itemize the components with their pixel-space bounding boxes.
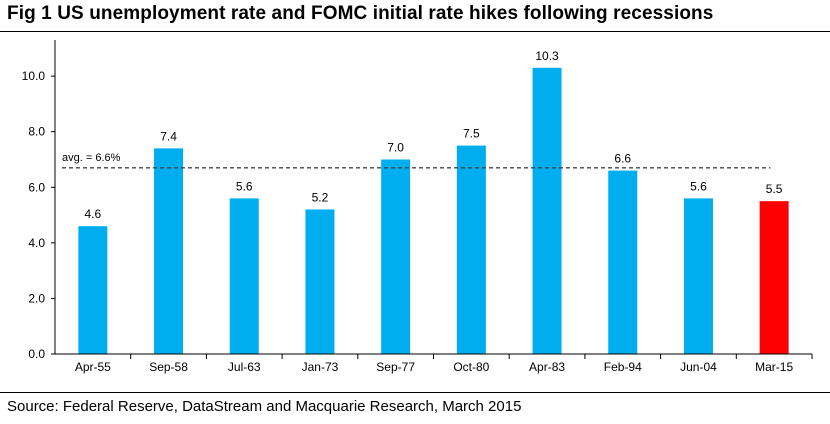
title-rule xyxy=(0,31,830,32)
bars xyxy=(78,67,789,355)
value-label: 5.6 xyxy=(690,179,707,193)
value-label: 7.0 xyxy=(387,140,404,154)
source-note: Source: Federal Reserve, DataStream and … xyxy=(7,398,522,415)
bar-apr-55 xyxy=(78,226,108,354)
x-tick-label: Oct-80 xyxy=(453,360,489,374)
value-label: 10.3 xyxy=(535,49,559,63)
y-tick-label: 0.0 xyxy=(28,347,45,361)
x-tick-label: Feb-94 xyxy=(604,360,642,374)
bar-oct-80 xyxy=(456,145,486,354)
value-label: 7.4 xyxy=(160,129,177,143)
value-label: 5.5 xyxy=(766,182,783,196)
bar-sep-58 xyxy=(154,148,184,354)
bar-jan-73 xyxy=(305,209,335,354)
y-tick-label: 10.0 xyxy=(22,69,46,83)
y-tick-label: 2.0 xyxy=(28,291,45,305)
x-tick-label: Mar-15 xyxy=(755,360,793,374)
y-tick-label: 8.0 xyxy=(28,125,45,139)
y-axis-ticks: 0.0 2.0 4.0 6.0 8.0 10.0 xyxy=(22,69,55,361)
y-tick-label: 6.0 xyxy=(28,180,45,194)
x-tick-label: Jan-73 xyxy=(302,360,339,374)
x-tick-label: Jun-04 xyxy=(680,360,717,374)
bar-jun-04 xyxy=(683,198,713,354)
x-tick-label: Sep-77 xyxy=(376,360,415,374)
y-tick-label: 4.0 xyxy=(28,236,45,250)
value-label: 6.6 xyxy=(614,152,631,166)
bar-feb-94 xyxy=(608,170,638,354)
value-label: 7.5 xyxy=(463,127,480,141)
value-label: 5.6 xyxy=(236,179,253,193)
source-rule xyxy=(0,392,830,393)
bar-mar-15 xyxy=(759,201,789,354)
value-label: 4.6 xyxy=(85,207,102,221)
bar-sep-77 xyxy=(381,159,411,354)
x-tick-label: Jul-63 xyxy=(228,360,261,374)
bar-jul-63 xyxy=(229,198,259,354)
chart-title: Fig 1 US unemployment rate and FOMC init… xyxy=(7,3,714,24)
x-tick-label: Apr-55 xyxy=(75,360,111,374)
average-line-group: avg. = 6.6% xyxy=(62,152,771,169)
average-label: avg. = 6.6% xyxy=(62,152,121,164)
bar-apr-83 xyxy=(532,67,562,355)
value-labels: 4.6 7.4 5.6 5.2 7.0 7.5 10.3 6.6 5.6 5.5 xyxy=(85,49,783,221)
x-tick-label: Sep-58 xyxy=(149,360,188,374)
value-label: 5.2 xyxy=(312,191,329,205)
x-axis-ticks: Apr-55 Sep-58 Jul-63 Jan-73 Sep-77 Oct-80 Apr-… xyxy=(75,354,813,374)
x-tick-label: Apr-83 xyxy=(529,360,565,374)
